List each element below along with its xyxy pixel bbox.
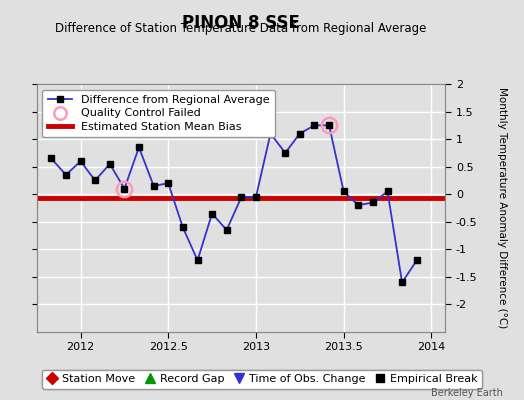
Text: Difference of Station Temperature Data from Regional Average: Difference of Station Temperature Data f… — [56, 22, 427, 35]
Text: Berkeley Earth: Berkeley Earth — [431, 388, 503, 398]
Text: PINON 8 SSE: PINON 8 SSE — [182, 14, 300, 32]
Legend: Station Move, Record Gap, Time of Obs. Change, Empirical Break: Station Move, Record Gap, Time of Obs. C… — [42, 370, 482, 389]
Y-axis label: Monthly Temperature Anomaly Difference (°C): Monthly Temperature Anomaly Difference (… — [497, 87, 507, 329]
